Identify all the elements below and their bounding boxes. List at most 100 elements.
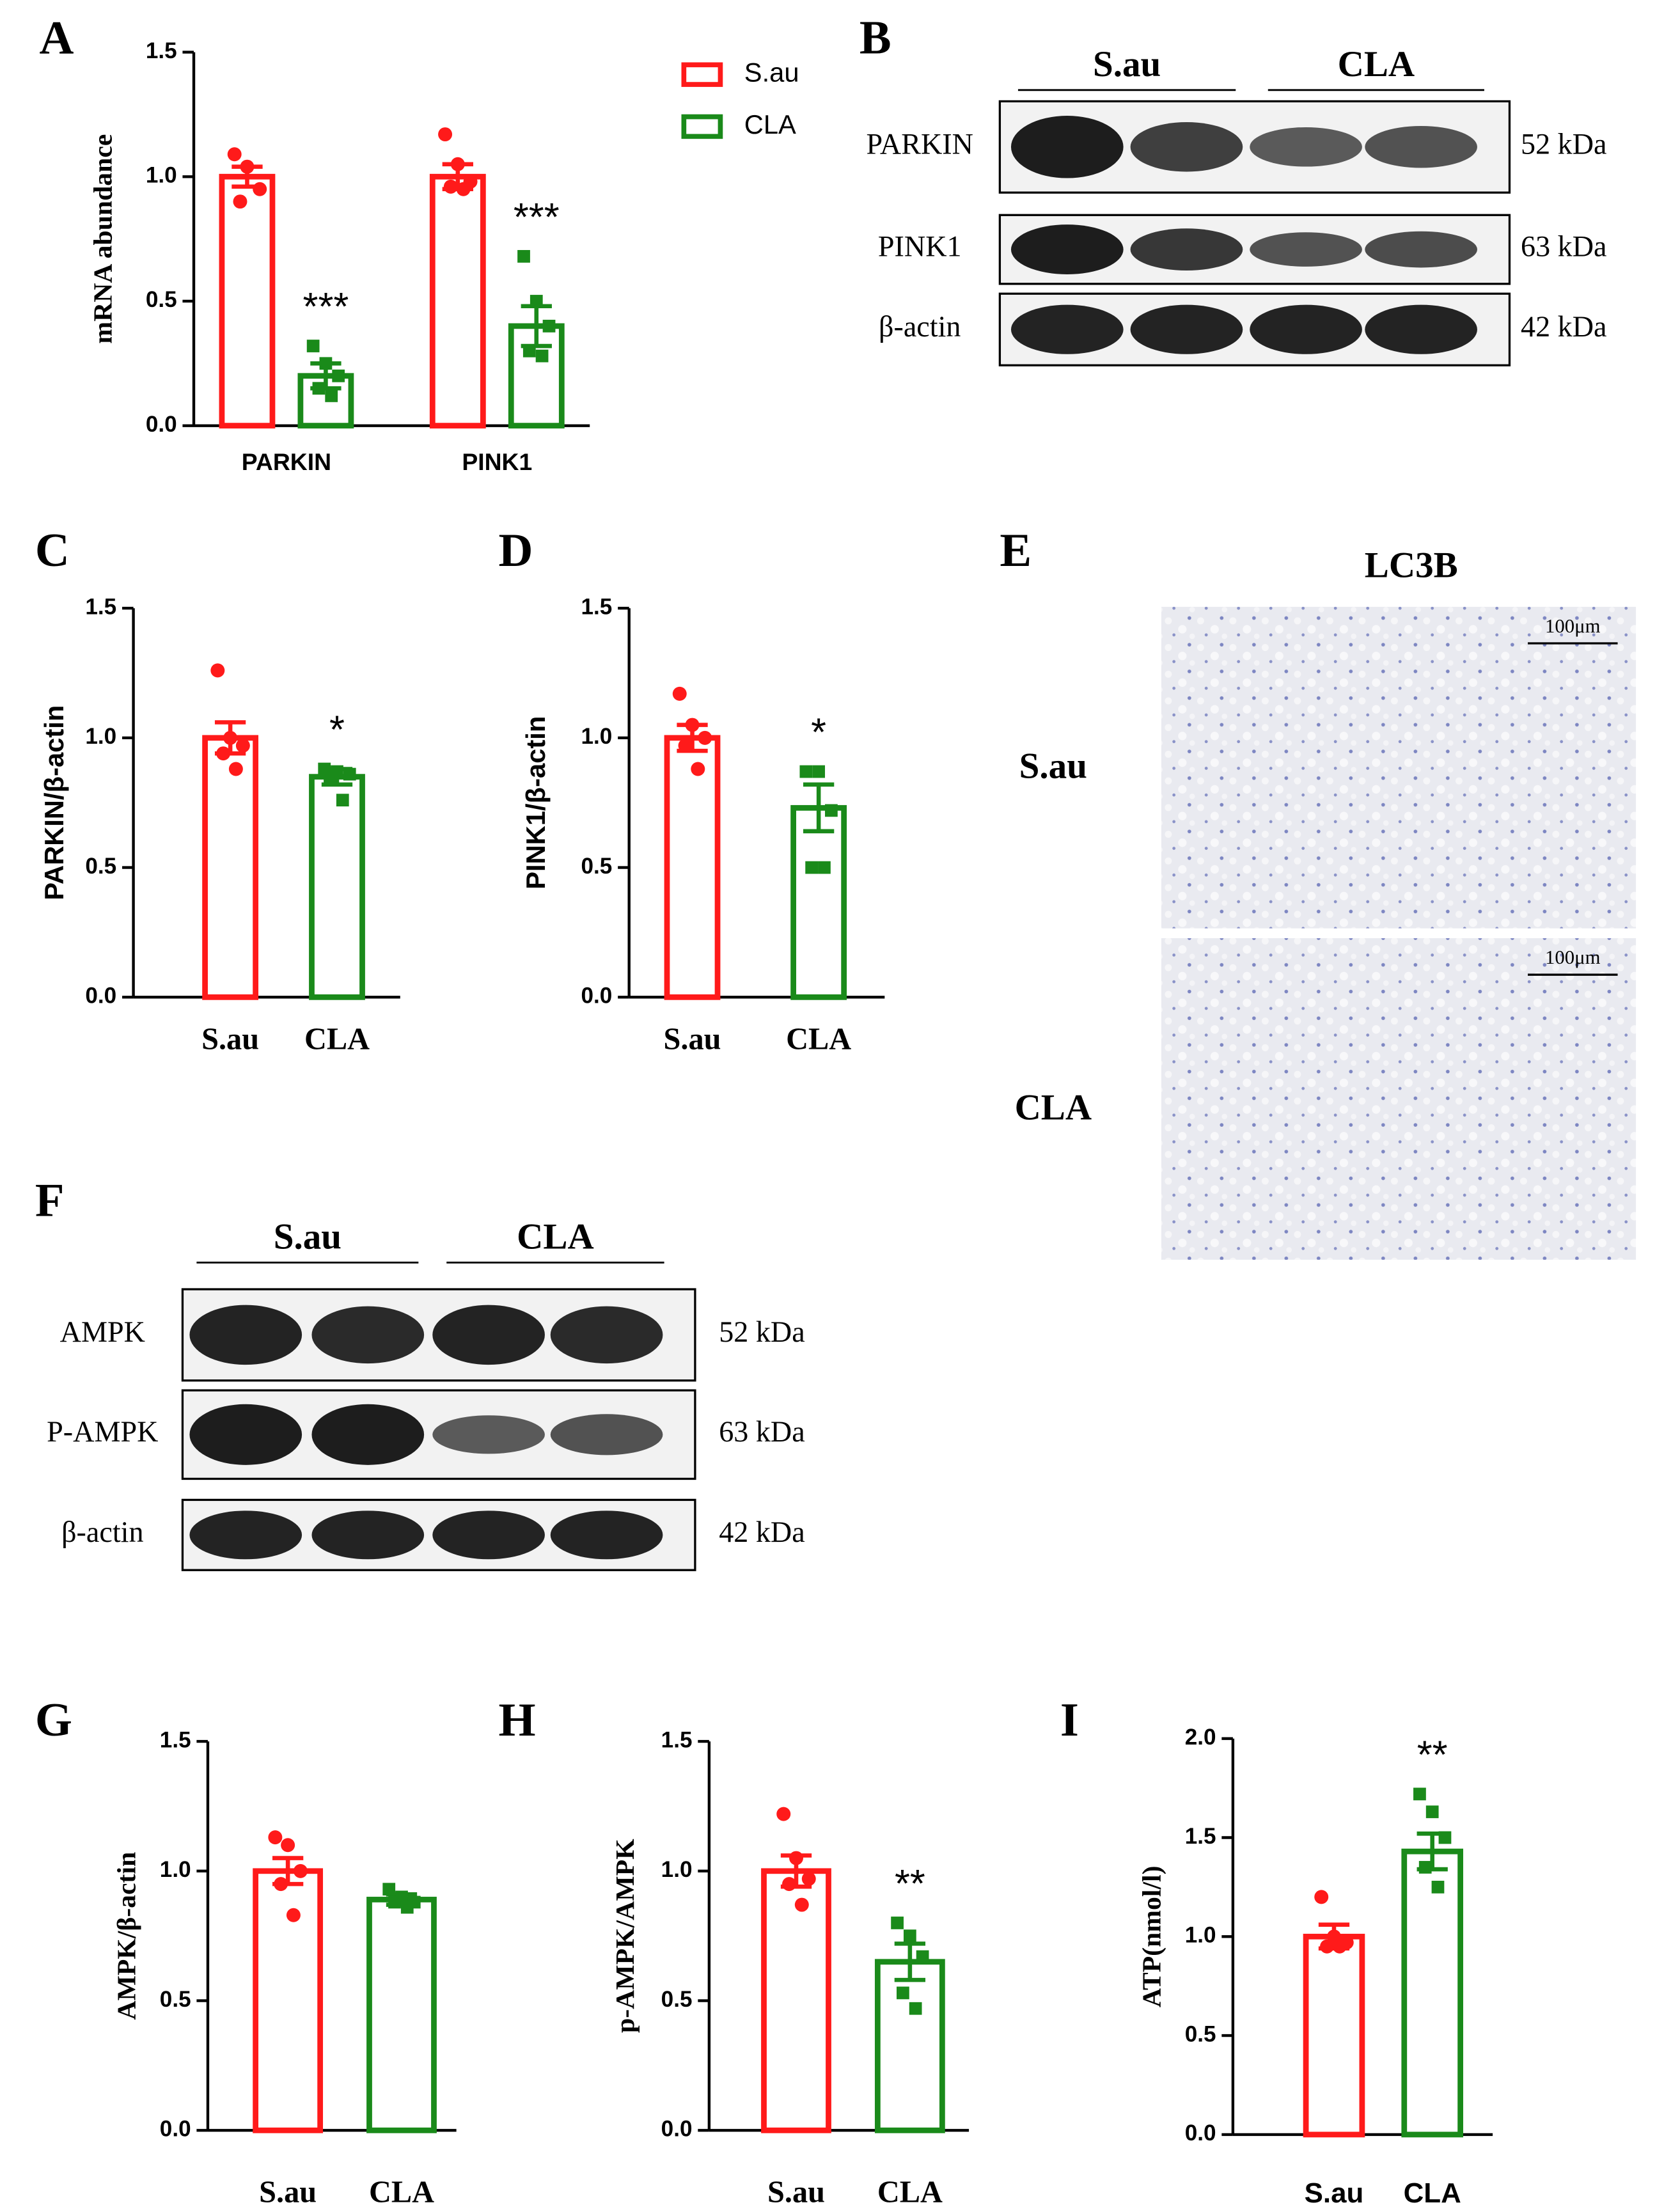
panel-letter: E (1000, 524, 1032, 577)
row-label: P-AMPK (47, 1415, 158, 1448)
legend-swatch (681, 62, 723, 87)
data-point (388, 1895, 401, 1909)
data-point (805, 861, 819, 874)
panel-letter: G (35, 1693, 72, 1746)
data-point (382, 1883, 396, 1896)
data-point (228, 762, 243, 776)
data-point (535, 349, 549, 363)
panel-letter: I (1060, 1693, 1079, 1746)
significance-label: *** (514, 195, 560, 239)
y-tick-label: 0.5 (160, 1987, 191, 2012)
data-point (897, 1986, 909, 2000)
blot-band (311, 1510, 425, 1560)
data-point (691, 762, 705, 776)
blot-band (550, 1306, 663, 1364)
bar (429, 173, 486, 429)
significance-label: * (329, 708, 345, 752)
row-label: β-actin (879, 310, 961, 343)
blot-band (1010, 304, 1124, 354)
bar (219, 173, 276, 429)
panel-letter: H (499, 1693, 536, 1746)
data-point (789, 1851, 803, 1865)
blot-band (1365, 231, 1477, 268)
bar (1401, 1848, 1464, 2138)
y-tick-label: 0.0 (146, 412, 177, 437)
data-point (1425, 1805, 1439, 1819)
image-title: LC3B (1365, 545, 1458, 586)
data-point (325, 389, 338, 402)
x-tick-label: CLA (786, 1023, 851, 1056)
data-point (324, 770, 336, 783)
data-point (1332, 1939, 1347, 1954)
data-point (530, 295, 543, 308)
bar (253, 1868, 324, 2133)
x-tick-label: CLA (877, 2175, 943, 2209)
x-tick-label: S.au (767, 2175, 825, 2209)
data-point (776, 1807, 791, 1821)
group-label: S.au (1093, 44, 1161, 84)
data-point (782, 1877, 797, 1892)
data-point (517, 249, 530, 263)
data-point (678, 739, 693, 753)
group-label: CLA (517, 1216, 594, 1257)
y-tick-label: 1.0 (1185, 1923, 1216, 1948)
bar (874, 1959, 945, 2133)
data-point (336, 794, 349, 807)
blot-band (1130, 122, 1243, 172)
panel-letter: C (35, 524, 70, 577)
bar (790, 804, 847, 1000)
data-point (794, 1897, 809, 1912)
panel-letter: F (35, 1173, 65, 1227)
micrograph (1161, 938, 1637, 1260)
y-tick-label: 2.0 (1185, 1725, 1216, 1750)
data-point (450, 157, 465, 171)
x-tick-label: PINK1 (462, 448, 532, 475)
group-label: S.au (274, 1216, 341, 1257)
blot-band (1010, 116, 1124, 178)
y-tick-label: 1.5 (661, 1727, 693, 1752)
data-point (438, 127, 453, 142)
row-label: AMPK (60, 1315, 145, 1348)
y-axis-label: PARKIN/β-actin (39, 705, 69, 900)
data-point (319, 357, 333, 370)
legend-label: CLA (744, 109, 796, 139)
y-axis-label: mRNA abundance (88, 134, 118, 344)
row-size: 52 kDa (719, 1315, 805, 1348)
blot-band (1365, 126, 1477, 168)
row-size: 52 kDa (1521, 127, 1606, 160)
panel-letter: B (859, 11, 891, 64)
legend-label: S.au (744, 58, 799, 88)
blot-band (432, 1510, 545, 1560)
data-point (1431, 1881, 1445, 1894)
data-point (235, 739, 250, 753)
y-tick-label: 0.5 (85, 854, 116, 879)
blot-band (432, 1305, 545, 1365)
y-tick-label: 0.5 (581, 854, 613, 879)
blot-band (311, 1404, 425, 1465)
y-tick-label: 1.5 (581, 594, 613, 619)
data-point (825, 804, 838, 817)
bar (761, 1868, 831, 2133)
blot-band (550, 1510, 663, 1560)
y-tick-label: 0.5 (1185, 2021, 1216, 2046)
x-tick-label: S.au (664, 1023, 721, 1056)
data-point (891, 1917, 904, 1929)
data-point (312, 382, 326, 395)
data-point (1320, 1939, 1334, 1954)
row-label: PARKIN (867, 127, 973, 160)
bar (202, 735, 259, 1000)
data-point (240, 159, 255, 174)
blot-band (432, 1415, 545, 1454)
data-point (916, 1950, 929, 1963)
panel-letter: D (499, 524, 533, 577)
data-point (812, 765, 826, 778)
scale-bar-label: 100μm (1545, 946, 1601, 968)
blot-band (1365, 304, 1477, 354)
data-point (274, 1877, 288, 1892)
y-tick-label: 1.0 (85, 724, 116, 749)
blot-band (311, 1306, 425, 1364)
data-point (400, 1901, 414, 1914)
data-point (223, 730, 238, 745)
y-tick-label: 0.0 (85, 984, 116, 1008)
